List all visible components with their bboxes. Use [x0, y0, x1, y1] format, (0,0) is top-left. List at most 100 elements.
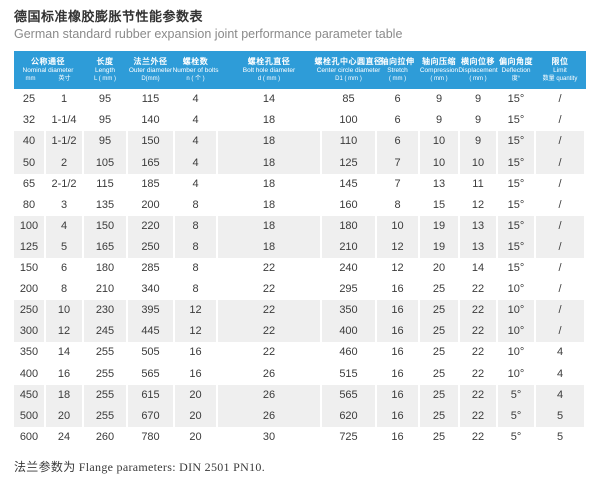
- table-cell: 10: [46, 300, 82, 322]
- table-cell: 300: [14, 321, 44, 343]
- table-cell: 15°: [498, 194, 534, 216]
- table-cell: 16: [377, 321, 418, 343]
- table-cell: 6: [377, 89, 418, 111]
- table-body: 25 1 95 115 4 14 85 6 9 9 15°/32 1-1/4 95 140 4 18 100 6 9…: [14, 89, 586, 448]
- table-cell: /: [536, 152, 584, 174]
- header-label-en: Stretch: [387, 67, 408, 75]
- table-cell: 16: [46, 363, 82, 385]
- table-cell: 65: [14, 173, 44, 195]
- header-cell: 轴向压缩 Compression( mm ): [420, 51, 458, 89]
- table-cell: 15°: [498, 131, 534, 153]
- table-cell: 14: [460, 258, 496, 280]
- table-cell: 22: [218, 321, 320, 343]
- table-cell: 255: [84, 342, 126, 364]
- table-cell: 16: [377, 300, 418, 322]
- header-label-en: Bolt hole diameter: [242, 67, 296, 75]
- table-cell: 7: [377, 173, 418, 195]
- header-unit: mm: [25, 76, 36, 83]
- header-cell: 限位 Limit 数量 quantity: [536, 51, 584, 89]
- table-cell: 32: [14, 110, 44, 132]
- table-cell: 8: [175, 258, 216, 280]
- table-cell: 180: [322, 215, 375, 237]
- table-cell: 5: [536, 426, 584, 448]
- header-label-en: Center circle diameter: [316, 67, 381, 75]
- table-cell: 400: [322, 321, 375, 343]
- table-cell: /: [536, 173, 584, 195]
- table-cell: 255: [84, 405, 126, 427]
- table-cell: 145: [322, 173, 375, 195]
- table-cell: 1-1/2: [46, 131, 82, 153]
- table-cell: 10°: [498, 321, 534, 343]
- table-cell: 19: [420, 215, 458, 237]
- table-cell: 50: [14, 152, 44, 174]
- table-cell: 18: [218, 236, 320, 258]
- table-cell: 4: [46, 215, 82, 237]
- table-cell: 12: [175, 300, 216, 322]
- table-cell: 9: [420, 89, 458, 111]
- table-cell: 80: [14, 194, 44, 216]
- table-cell: 25: [420, 300, 458, 322]
- header-label-zh: 螺栓孔直径: [247, 57, 291, 67]
- table-cell: 5°: [498, 384, 534, 406]
- table-cell: 22: [460, 405, 496, 427]
- table-cell: 450: [14, 384, 44, 406]
- table-cell: /: [536, 321, 584, 343]
- table-cell: 22: [460, 384, 496, 406]
- header-cell: 偏向角度 Deflection 度°: [498, 51, 534, 89]
- table-cell: 16: [175, 363, 216, 385]
- table-cell: 4: [536, 384, 584, 406]
- table-cell: 4: [175, 110, 216, 132]
- table-cell: 25: [14, 89, 44, 111]
- table-cell: 350: [14, 342, 44, 364]
- table-cell: 18: [218, 131, 320, 153]
- table-cell: 12: [46, 321, 82, 343]
- table-cell: 25: [420, 363, 458, 385]
- table-cell: 13: [420, 173, 458, 195]
- header-label-zh: 轴向拉伸: [380, 57, 415, 67]
- table-cell: 18: [218, 215, 320, 237]
- table-cell: 9: [460, 89, 496, 111]
- table-cell: 20: [175, 426, 216, 448]
- table-cell: 505: [128, 342, 173, 364]
- table-cell: 2-1/2: [46, 173, 82, 195]
- table-cell: 15°: [498, 236, 534, 258]
- table-cell: 15: [420, 194, 458, 216]
- table-cell: 8: [175, 194, 216, 216]
- table-cell: 600: [14, 426, 44, 448]
- header-unit: n ( 个 ): [186, 76, 205, 83]
- table-cell: 240: [322, 258, 375, 280]
- table-cell: 110: [322, 131, 375, 153]
- table-cell: 22: [460, 279, 496, 301]
- table-cell: 9: [460, 110, 496, 132]
- table-cell: 11: [460, 173, 496, 195]
- table-cell: 670: [128, 405, 173, 427]
- table-cell: 18: [46, 384, 82, 406]
- table-cell: 16: [377, 426, 418, 448]
- table-cell: 12: [175, 321, 216, 343]
- table-cell: 6: [46, 258, 82, 280]
- table-cell: 115: [128, 89, 173, 111]
- table-header-row: 公称通径 Nominal diameter mm 英寸 长度 Length L ( mm )…: [14, 51, 586, 90]
- table-cell: 16: [377, 384, 418, 406]
- table-cell: 10: [420, 131, 458, 153]
- table-cell: /: [536, 279, 584, 301]
- table-cell: 5°: [498, 405, 534, 427]
- table-cell: 115: [84, 173, 126, 195]
- header-label-zh: 法兰外径: [133, 57, 168, 67]
- table-cell: 22: [460, 300, 496, 322]
- table-cell: 16: [377, 405, 418, 427]
- table-cell: 8: [175, 215, 216, 237]
- table-cell: 210: [322, 236, 375, 258]
- table-cell: 4: [175, 89, 216, 111]
- header-label-en: Number of bolts: [172, 67, 219, 75]
- page-title-en: German standard rubber expansion joint p…: [14, 27, 403, 42]
- header-label-en: Nominal diameter: [22, 67, 74, 75]
- table-cell: 9: [460, 131, 496, 153]
- table-cell: 26: [218, 384, 320, 406]
- table-cell: 24: [46, 426, 82, 448]
- table-cell: 285: [128, 258, 173, 280]
- table-cell: 4: [536, 342, 584, 364]
- table-cell: 14: [46, 342, 82, 364]
- table-cell: 260: [84, 426, 126, 448]
- table-cell: 20: [175, 384, 216, 406]
